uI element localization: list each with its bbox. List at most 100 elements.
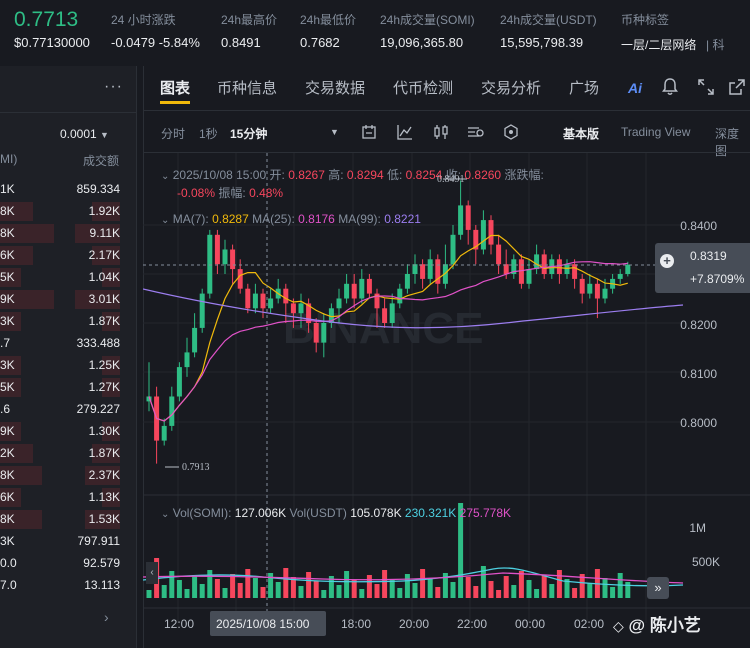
order-book-total: 1.87K (88, 446, 120, 460)
order-book-total: 1.53K (88, 512, 120, 526)
order-book-row[interactable]: 6K 1.13K (0, 486, 137, 508)
order-book-row[interactable]: 9K 3.01K (0, 288, 137, 310)
order-book-row[interactable]: 9K 1.30K (0, 420, 137, 442)
order-book-row[interactable]: 3K 797.911 (0, 530, 137, 552)
stat-tags-more: | 科 (706, 38, 725, 52)
ai-icon[interactable]: Ai (628, 80, 642, 96)
candlestick-icon[interactable] (433, 124, 449, 145)
high-label: 高: (328, 168, 344, 182)
order-book-total: 279.227 (76, 402, 120, 416)
order-book-row[interactable]: 8K 2.37K (0, 464, 137, 486)
order-book-row[interactable]: 5K 1.04K (0, 266, 137, 288)
divider (143, 152, 750, 153)
more-options-button[interactable]: ··· (104, 78, 123, 95)
volume-bar (374, 584, 380, 598)
order-book-row[interactable]: 3K 1.87K (0, 310, 137, 332)
volume-bar (192, 575, 198, 598)
tab-trade-analysis[interactable]: 交易分析 (481, 80, 542, 97)
tab-chart[interactable]: 图表 (160, 80, 191, 97)
order-book-row[interactable]: 6K 2.17K (0, 244, 137, 266)
order-book-amount: 5K (0, 380, 15, 394)
view-tradingview[interactable]: Trading View (621, 125, 691, 139)
order-book-amount: 1K (0, 182, 15, 196)
volume-bar (237, 583, 243, 598)
view-basic[interactable]: 基本版 (563, 127, 600, 141)
candle-body (412, 264, 418, 274)
x-tick: 18:00 (341, 617, 372, 631)
change-label: 涨跌幅: (504, 168, 544, 182)
order-book-row[interactable]: .6 279.227 (0, 398, 137, 420)
indicator-settings-icon[interactable] (361, 124, 377, 145)
order-book-row[interactable]: 0.0 92.579 (0, 552, 137, 574)
ma25-line (148, 261, 628, 422)
candle-body (306, 303, 312, 323)
volume-bar (336, 585, 342, 598)
tab-token-check[interactable]: 代币检测 (393, 80, 454, 97)
tab-square[interactable]: 广场 (569, 80, 600, 97)
chevron-down-icon: ▼ (100, 130, 109, 140)
candle-body (541, 254, 547, 274)
chevron-down-icon[interactable]: ▼ (330, 127, 339, 137)
amplitude-label: 振幅: (218, 186, 246, 200)
bell-icon[interactable] (662, 78, 678, 101)
precision-select[interactable]: 0.0001 ▼ (60, 127, 109, 141)
line-chart-icon[interactable] (397, 124, 413, 145)
expand-icon[interactable] (697, 78, 715, 101)
order-book-total: 1.87K (88, 314, 120, 328)
order-book-row[interactable]: 2K 1.87K (0, 442, 137, 464)
high-value: 0.8294 (346, 168, 384, 182)
depth-bar (85, 466, 120, 485)
tf-15m[interactable]: 15分钟 (230, 127, 268, 141)
order-book-row[interactable]: 7.0 13.113 (0, 574, 137, 596)
volume-bar (518, 571, 524, 598)
depth-bar (0, 312, 21, 331)
volume-bar (579, 574, 585, 598)
candle-body (511, 259, 517, 274)
order-book-total: 2.37K (88, 468, 120, 482)
order-book-row[interactable]: 5K 1.27K (0, 376, 137, 398)
scroll-left-button[interactable]: ‹ (146, 562, 158, 584)
candle-body (207, 234, 213, 294)
order-book-row[interactable]: 1K 859.334 (0, 178, 137, 200)
volume-bar (306, 572, 312, 598)
candle-body (556, 259, 562, 274)
candle-body (579, 278, 585, 294)
volume-bar (488, 581, 494, 598)
open-label: 开: (269, 168, 285, 182)
stat-24h-volume-usdt-value: 15,595,798.39 (500, 35, 584, 50)
scroll-latest-button[interactable]: » (647, 577, 669, 599)
chart-settings-icon[interactable] (467, 124, 485, 145)
candle-date: 2025/10/08 15:00 (172, 168, 267, 182)
candle-body (146, 396, 152, 402)
precision-value: 0.0001 (60, 127, 97, 141)
crosshair-time-tag: 2025/10/08 15:00 (210, 611, 326, 636)
order-book-total: 333.488 (76, 336, 120, 350)
depth-bar (0, 224, 54, 243)
candle-body (602, 288, 608, 299)
volume-bar (404, 574, 410, 598)
order-book-row[interactable]: 8K 1.92K (0, 200, 137, 222)
tab-trade-data[interactable]: 交易数据 (305, 80, 366, 97)
chevron-right-icon[interactable]: › (104, 609, 109, 625)
stat-tags-link[interactable]: 一层/二层网络 (621, 38, 697, 52)
volume-bar (207, 570, 213, 598)
external-link-icon[interactable] (728, 78, 746, 101)
candle-body (321, 323, 327, 343)
candlestick-chart[interactable]: BINANCE (143, 153, 750, 648)
candle-body (351, 283, 357, 299)
tf-line[interactable]: 分时 (161, 127, 186, 141)
order-book-row[interactable]: 8K 9.11K (0, 222, 137, 244)
tab-coin-info[interactable]: 币种信息 (217, 80, 278, 97)
x-tick: 02:00 (574, 617, 605, 631)
candle-body (572, 264, 578, 279)
tf-1s[interactable]: 1秒 (199, 127, 218, 141)
view-depth[interactable]: 深度图 (715, 127, 740, 158)
add-alert-icon[interactable]: + (660, 254, 674, 268)
order-book-row[interactable]: 3K 1.25K (0, 354, 137, 376)
stat-24h-high-label: 24h最高价 (221, 13, 278, 27)
drawing-tools-icon[interactable] (503, 124, 519, 145)
order-book-row[interactable]: 8K 1.53K (0, 508, 137, 530)
candle-body (503, 264, 509, 274)
order-book-row[interactable]: .7 333.488 (0, 332, 137, 354)
candle-info-row-2: -0.08% 振幅: 0.48% (177, 184, 283, 201)
